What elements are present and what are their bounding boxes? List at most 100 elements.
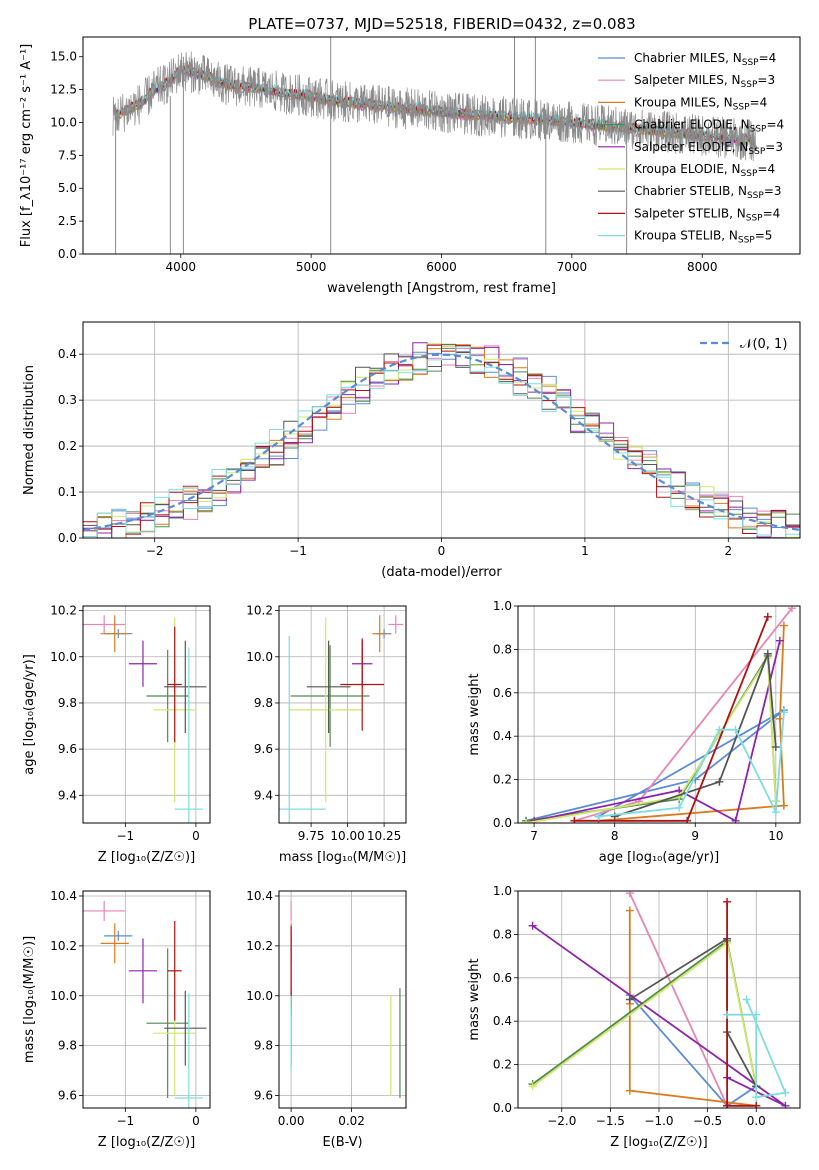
y-tick-label: 9.8 bbox=[58, 1039, 77, 1053]
y-tick-label: 0.8 bbox=[493, 927, 512, 941]
y-tick-label: 10.0 bbox=[50, 650, 77, 664]
x-tick-label: −1.5 bbox=[596, 1114, 625, 1128]
x-tick-label: −0.5 bbox=[693, 1114, 722, 1128]
axes-frame bbox=[278, 605, 407, 824]
y-tick-label: 12.5 bbox=[50, 83, 77, 97]
y-tick-label: 10.2 bbox=[246, 604, 273, 618]
x-tick-label: −1 bbox=[116, 1114, 134, 1128]
y-tick-label: 10.0 bbox=[50, 989, 77, 1003]
y-tick-label: 2.5 bbox=[58, 214, 77, 228]
y-tick-label: 9.8 bbox=[254, 696, 273, 710]
y-tick-label: 10.0 bbox=[246, 650, 273, 664]
x-axis-label: age [log₁₀(age/yr)] bbox=[599, 850, 720, 865]
x-axis-label: Z [log₁₀(Z/Z☉)] bbox=[610, 1135, 707, 1150]
mass-weight-line bbox=[628, 892, 728, 1107]
y-tick-label: 0.8 bbox=[493, 642, 512, 656]
mass-weight-line bbox=[629, 937, 757, 1087]
y-tick-label: 10.0 bbox=[246, 989, 273, 1003]
y-axis-label: mass weight bbox=[467, 673, 482, 755]
mass-weight-point bbox=[731, 725, 740, 734]
mass-weight-point bbox=[775, 636, 784, 645]
x-tick-label: 9 bbox=[691, 829, 699, 843]
axes-frame bbox=[82, 36, 801, 255]
mass-weight-line bbox=[598, 625, 785, 822]
mass-weight-line bbox=[525, 655, 777, 823]
y-tick-label: 0.2 bbox=[58, 439, 77, 453]
legend-entry: Salpeter STELIB, NSSP=4 bbox=[634, 206, 780, 223]
legend-entry: Salpeter ELODIE, NSSP=3 bbox=[634, 140, 783, 157]
mass-weight-point bbox=[610, 812, 619, 821]
x-tick-label: 0.0 bbox=[747, 1114, 766, 1128]
x-tick-label: 0 bbox=[192, 1114, 200, 1128]
x-tick-label: 9.75 bbox=[298, 829, 325, 843]
y-tick-label: 0.0 bbox=[493, 816, 512, 830]
y-tick-label: 0.4 bbox=[493, 729, 512, 743]
mass-weight-point bbox=[625, 906, 634, 915]
legend-entry: Chabrier STELIB, NSSP=3 bbox=[634, 184, 782, 201]
y-axis-label: Normed distribution bbox=[22, 365, 37, 495]
x-tick-label: −2 bbox=[146, 544, 164, 558]
x-tick-label: 10 bbox=[768, 829, 783, 843]
mass-weight-point bbox=[528, 1082, 537, 1091]
x-tick-label: 8000 bbox=[687, 260, 718, 274]
mass-vs-ebv-plot-area bbox=[279, 891, 406, 1108]
mass-weight-line bbox=[525, 709, 785, 822]
mass-vs-Z-plot-area bbox=[83, 891, 210, 1108]
spectrum-plot-area bbox=[112, 37, 758, 254]
y-axis-label: age [log₁₀(age/yr)] bbox=[22, 654, 37, 775]
mass-weight-point bbox=[779, 801, 788, 810]
mass-weight-point bbox=[752, 1010, 761, 1019]
normal-curve bbox=[83, 353, 800, 531]
x-tick-label: 0 bbox=[192, 829, 200, 843]
axes-frame bbox=[278, 890, 407, 1109]
y-tick-label: 0.4 bbox=[493, 1014, 512, 1028]
axes-frame bbox=[82, 605, 211, 824]
mass-weight-point bbox=[522, 819, 531, 823]
x-tick-label: 10.00 bbox=[330, 829, 364, 843]
y-tick-label: 15.0 bbox=[50, 50, 77, 64]
x-tick-label: 1 bbox=[581, 544, 589, 558]
y-tick-label: 0.2 bbox=[493, 773, 512, 787]
legend-entry: Chabrier MILES, NSSP=4 bbox=[634, 51, 776, 68]
mass-weight-line bbox=[598, 712, 785, 818]
x-tick-label: 7 bbox=[530, 829, 538, 843]
mass-weight-point bbox=[771, 808, 780, 817]
x-tick-label: 2 bbox=[724, 544, 732, 558]
y-tick-label: 0.3 bbox=[58, 393, 77, 407]
observed-spectrum-line bbox=[112, 51, 758, 162]
y-tick-label: 9.4 bbox=[254, 788, 273, 802]
mass-weight-point bbox=[723, 1101, 732, 1108]
y-tick-label: 10.2 bbox=[246, 939, 273, 953]
y-axis-label: mass [log₁₀(M/M☉)] bbox=[22, 936, 37, 1063]
x-tick-label: 4000 bbox=[165, 260, 196, 274]
mass-weight-point bbox=[625, 1086, 634, 1095]
y-tick-label: 9.8 bbox=[254, 1039, 273, 1053]
y-tick-label: 0.6 bbox=[493, 971, 512, 985]
mass-weight-point bbox=[570, 816, 579, 823]
mass-weight-point bbox=[779, 621, 788, 630]
figure-title: PLATE=0737, MJD=52518, FIBERID=0432, z=0… bbox=[248, 15, 635, 33]
mass-weight-point bbox=[683, 816, 692, 823]
massweight-vs-age-plot-area bbox=[518, 606, 800, 823]
mass-weight-point bbox=[723, 897, 732, 906]
mass-weight-point bbox=[779, 708, 788, 717]
y-tick-label: 1.0 bbox=[493, 884, 512, 898]
mass-weight-point bbox=[742, 995, 751, 1004]
legend-entry: Chabrier ELODIE, NSSP=4 bbox=[634, 118, 784, 135]
y-tick-label: 9.6 bbox=[58, 742, 77, 756]
mass-weight-point bbox=[781, 1088, 790, 1097]
x-tick-label: 10.25 bbox=[367, 829, 401, 843]
y-axis-label: Flux [f_λ10⁻¹⁷ erg cm⁻² s⁻¹ A⁻¹] bbox=[19, 44, 34, 248]
y-tick-label: 10.4 bbox=[246, 889, 273, 903]
y-tick-label: 0.6 bbox=[493, 686, 512, 700]
y-tick-label: 10.0 bbox=[50, 115, 77, 129]
x-axis-label: Z [log₁₀(Z/Z☉)] bbox=[98, 1135, 195, 1150]
residual-histogram bbox=[83, 344, 800, 535]
x-tick-label: 6000 bbox=[426, 260, 457, 274]
y-tick-label: 9.6 bbox=[58, 1089, 77, 1103]
legend-entry: Kroupa MILES, NSSP=4 bbox=[634, 95, 767, 112]
mass-weight-point bbox=[625, 995, 634, 1004]
mass-weight-point bbox=[731, 816, 740, 823]
y-tick-label: 9.4 bbox=[58, 788, 77, 802]
legend-entry: Salpeter MILES, NSSP=3 bbox=[634, 73, 775, 90]
